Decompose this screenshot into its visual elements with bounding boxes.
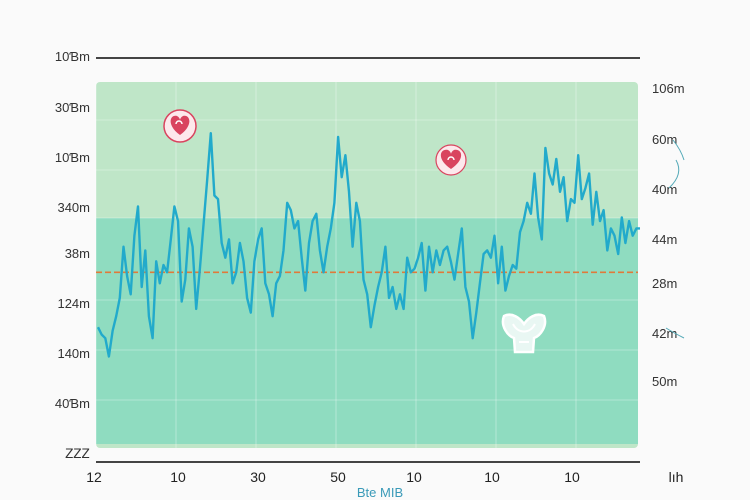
- x-tick-label: 10: [564, 469, 580, 485]
- y-left-tick-label: 124m: [57, 296, 90, 311]
- x-tick-label: 10: [170, 469, 186, 485]
- y-left-tick-label: 10Ɓm: [55, 150, 90, 165]
- x-tick-label: 50: [330, 469, 346, 485]
- heart-outline-icon: [501, 313, 547, 354]
- y-left-tick-label: 30Ɓm: [55, 100, 90, 115]
- grid: [95, 82, 638, 448]
- axis-decoration: [672, 139, 685, 161]
- x-tick-label: lıh: [669, 469, 684, 485]
- x-tick-label: 30: [250, 469, 266, 485]
- x-tick-label: 10: [406, 469, 422, 485]
- series-line: [96, 131, 640, 358]
- x-axis-label: Bte MIB: [357, 485, 403, 500]
- y-left-tick-label: 340m: [57, 200, 90, 215]
- axis-decoration: [665, 327, 685, 339]
- y-right-tick-label: 28m: [652, 276, 677, 291]
- y-right-tick-label: 50m: [652, 374, 677, 389]
- y-left-tick-label: 40Ɓm: [55, 396, 90, 411]
- y-right-ticks: 106m 60m 40m 44m 28m 42m 50m: [652, 81, 685, 389]
- axis-decoration: [668, 159, 680, 189]
- x-tick-label: 12: [86, 469, 102, 485]
- band-lower: [96, 218, 638, 444]
- y-left-tick-label: 38m: [65, 246, 90, 261]
- y-left-tick-label: ᏃᏃᏃ: [65, 446, 90, 461]
- heart-icon: [435, 144, 467, 176]
- y-left-tick-label: 10Ɓm: [55, 49, 90, 64]
- y-left-ticks: 10Ɓm 30Ɓm 10Ɓm 340m 38m 124m 140m 40Ɓm ᏃᏃᏃ: [55, 49, 90, 461]
- y-right-tick-label: 60m: [652, 132, 677, 147]
- y-right-tick-label: 42m: [652, 326, 677, 341]
- y-right-tick-label: 40m: [652, 182, 677, 197]
- heart-icon: [163, 109, 197, 143]
- x-ticks: 12 10 30 50 10 10 10 lıh: [86, 469, 683, 485]
- y-left-tick-label: 140m: [57, 346, 90, 361]
- y-right-tick-label: 106m: [652, 81, 685, 96]
- y-right-tick-label: 44m: [652, 232, 677, 247]
- x-tick-label: 10: [484, 469, 500, 485]
